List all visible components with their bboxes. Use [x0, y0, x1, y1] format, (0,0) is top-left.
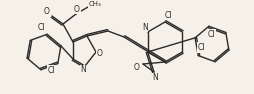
Text: Cl: Cl [48, 66, 56, 75]
Text: CH₃: CH₃ [89, 1, 101, 7]
Text: N: N [152, 74, 158, 83]
Text: N: N [80, 66, 86, 75]
Text: O: O [134, 63, 140, 72]
Text: Cl: Cl [37, 23, 45, 32]
Text: O: O [44, 8, 50, 17]
Text: Cl: Cl [164, 11, 172, 19]
Text: N: N [142, 22, 148, 31]
Text: O: O [97, 49, 103, 58]
Text: O: O [74, 5, 80, 14]
Text: Cl: Cl [197, 43, 205, 52]
Text: Cl: Cl [208, 30, 216, 39]
